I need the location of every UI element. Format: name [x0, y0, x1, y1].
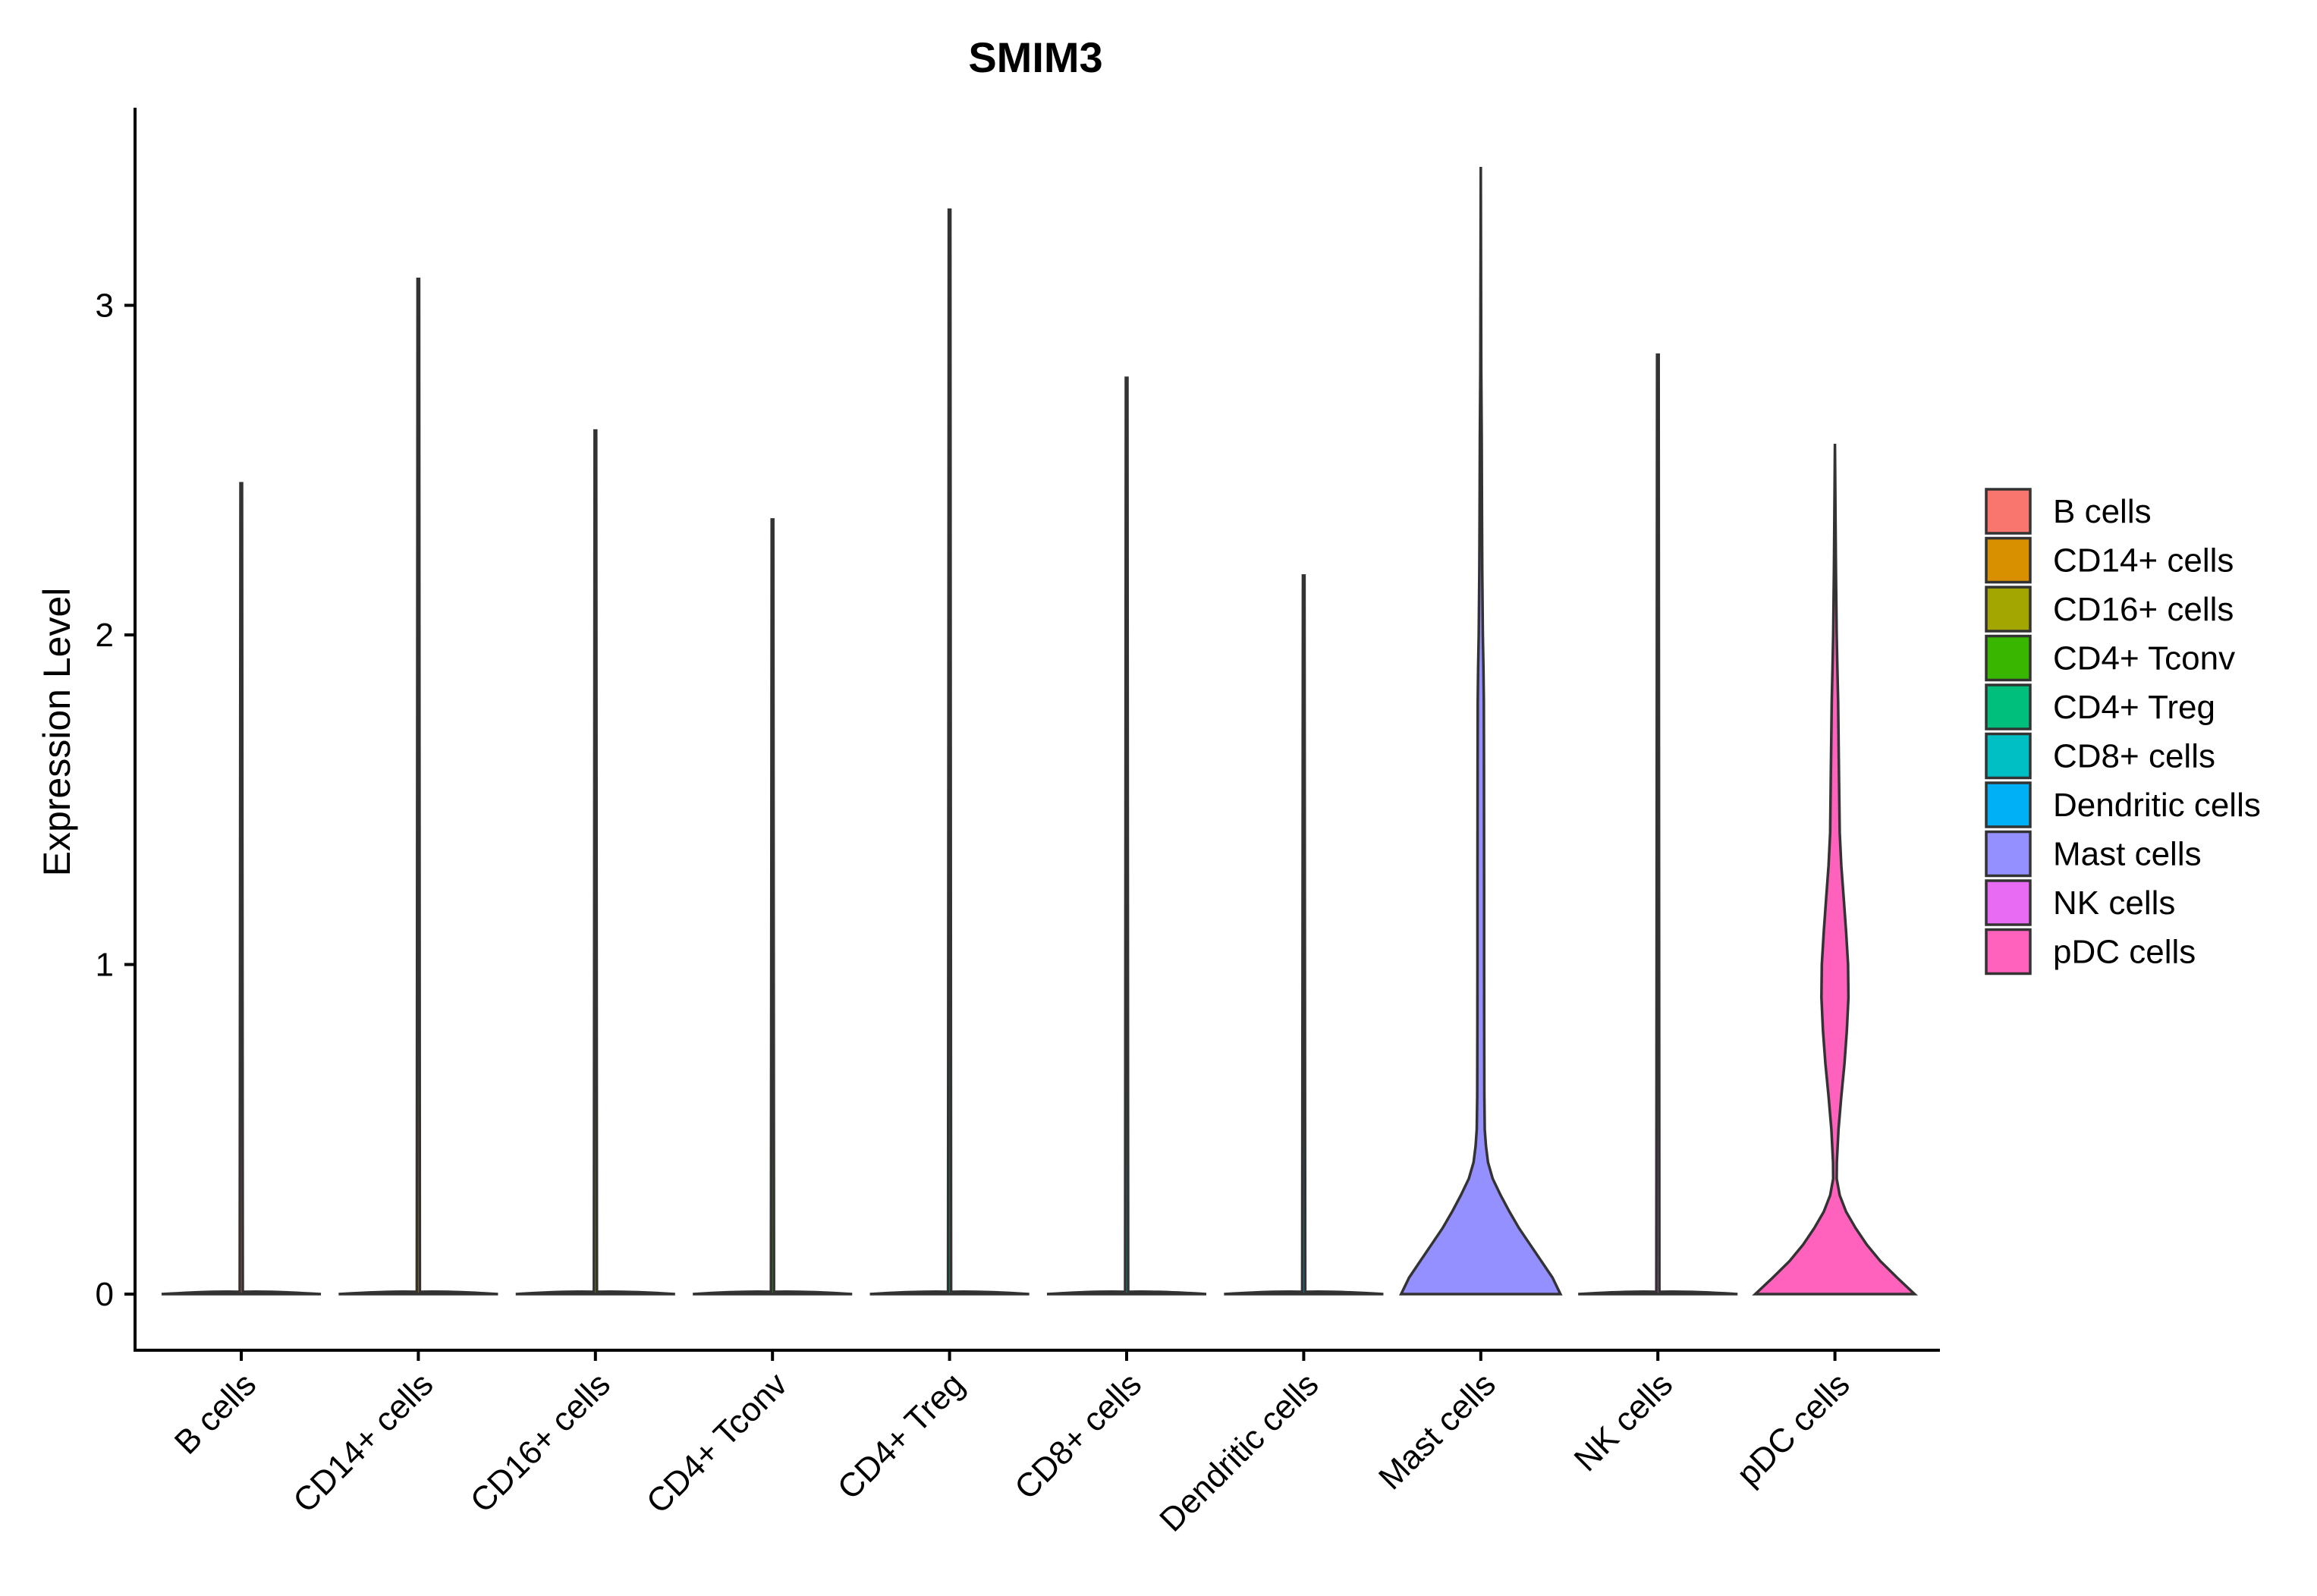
- legend: B cells CD14+ cells CD16+ cells CD4+ Tconv C…: [1985, 488, 2261, 976]
- x-tick-label: NK cells: [1567, 1365, 1680, 1478]
- legend-label: pDC cells: [2053, 934, 2196, 971]
- violin-mast-cells: [1399, 166, 1563, 1296]
- y-tick-label: 0: [96, 1276, 114, 1313]
- x-tick-label: CD4+ Tconv: [640, 1365, 794, 1520]
- violin-cd8-cells: [1046, 376, 1207, 1296]
- legend-swatch: [1985, 683, 2032, 730]
- legend-swatch: [1985, 488, 2032, 535]
- violin-pdc-cells: [1752, 443, 1919, 1296]
- x-tick-label: CD16+ cells: [464, 1365, 618, 1519]
- x-tick-label: Dendritic cells: [1152, 1365, 1325, 1538]
- y-tick-label: 3: [96, 287, 114, 325]
- chart-title: SMIM3: [968, 33, 1102, 81]
- legend-label: CD4+ Treg: [2053, 689, 2215, 726]
- y-axis-ticks: 0 1 2 3: [96, 287, 135, 1313]
- violin-dendritic-cells: [1224, 574, 1384, 1296]
- legend-label: NK cells: [2053, 884, 2175, 922]
- legend-label: Dendritic cells: [2053, 787, 2261, 824]
- violin-cd16-cells: [515, 429, 675, 1296]
- y-tick-label: 1: [96, 947, 114, 984]
- x-tick-label: pDC cells: [1730, 1365, 1857, 1493]
- violin-cd4-treg: [869, 208, 1030, 1296]
- plot-area: [161, 166, 1919, 1296]
- x-tick-label: Mast cells: [1372, 1365, 1503, 1497]
- legend-swatch: [1985, 879, 2032, 926]
- legend-label: CD4+ Tconv: [2053, 640, 2235, 677]
- y-tick-label: 2: [96, 617, 114, 654]
- legend-label: B cells: [2053, 493, 2152, 530]
- violin-cd4-tconv: [693, 518, 853, 1296]
- legend-label: CD14+ cells: [2053, 542, 2234, 580]
- legend-swatch: [1985, 634, 2032, 682]
- legend-swatch: [1985, 536, 2032, 584]
- legend-swatch: [1985, 732, 2032, 780]
- legend-swatch: [1985, 830, 2032, 878]
- y-axis-label: Expression Level: [36, 588, 78, 877]
- x-tick-label: CD4+ Treg: [831, 1365, 972, 1506]
- violin-b-cells: [161, 482, 322, 1296]
- x-tick-label: B cells: [168, 1365, 263, 1461]
- legend-swatch: [1985, 586, 2032, 633]
- x-tick-label: CD8+ cells: [1008, 1365, 1149, 1506]
- x-axis-ticks: B cells CD14+ cells CD16+ cells CD4+ Tconv C…: [168, 1350, 1857, 1539]
- violin-cd14-cells: [338, 277, 498, 1296]
- x-tick-label: CD14+ cells: [286, 1365, 440, 1519]
- legend-label: CD16+ cells: [2053, 591, 2234, 628]
- legend-label: Mast cells: [2053, 836, 2202, 873]
- legend-label: CD8+ cells: [2053, 738, 2215, 775]
- violin-nk-cells: [1578, 353, 1738, 1296]
- legend-swatch: [1985, 928, 2032, 976]
- legend-swatch: [1985, 781, 2032, 828]
